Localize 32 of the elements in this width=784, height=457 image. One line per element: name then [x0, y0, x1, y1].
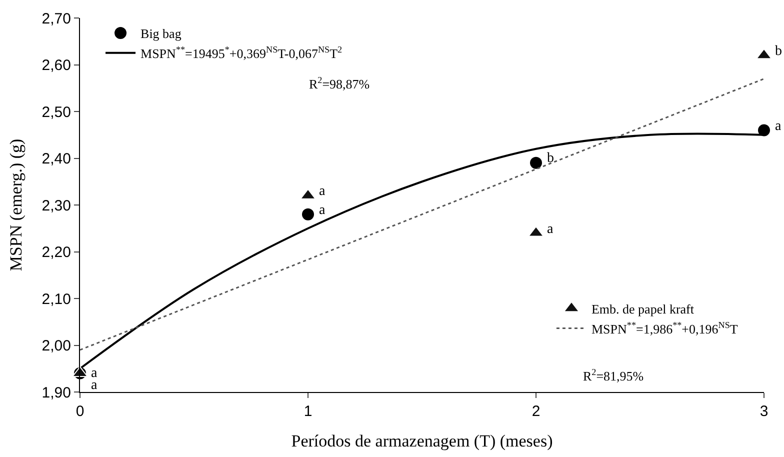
data-label: a: [319, 184, 326, 199]
annotation: R$^{2}$=98,87%: [309, 75, 370, 92]
data-label: a: [91, 378, 98, 393]
y-tick-label: 2,30: [42, 197, 71, 214]
y-tick-label: 1,90: [42, 384, 71, 402]
point: [302, 208, 314, 220]
y-tick-label: 2,50: [42, 104, 71, 121]
y-tick-label: 2,10: [42, 290, 71, 308]
legend-label: MSPN$^{**}$=1,986$^{**}$+0,196$^{NS}$T: [591, 320, 738, 336]
y-axis-title: MSPN (emerg.) (g): [6, 138, 26, 272]
y-tick-label: 2,70: [42, 10, 71, 28]
point: [758, 124, 770, 136]
data-label: a: [775, 119, 782, 134]
y-tick-label: 2,60: [42, 57, 71, 74]
x-axis-title: Períodos de armazenagem (T) (meses): [291, 431, 553, 450]
x-tick-label: 3: [760, 403, 768, 420]
data-label: a: [91, 366, 98, 381]
x-tick-label: 0: [76, 403, 84, 420]
text: MSPN$^{**}$=19495$^{*}$+0,369$^{NS}$T-0,067$^{NS}$T$^{2}$: [140, 44, 342, 61]
data-label: a: [547, 222, 554, 237]
annotation: R$^{2}$=81,95%: [583, 367, 644, 384]
data-label: b: [775, 44, 782, 59]
y-tick-label: 2,00: [42, 338, 71, 354]
x-tick-label: 1: [304, 403, 312, 420]
data-label: b: [547, 151, 554, 166]
y-tick-label: 2,40: [42, 150, 71, 168]
legend-label: Emb. de papel kraft: [591, 301, 694, 316]
x-tick-label: 2: [532, 403, 540, 420]
data-label: a: [319, 203, 326, 218]
y-tick-label: 2,20: [42, 244, 71, 261]
legend-label: Big bag: [140, 26, 182, 42]
point: [530, 156, 542, 169]
